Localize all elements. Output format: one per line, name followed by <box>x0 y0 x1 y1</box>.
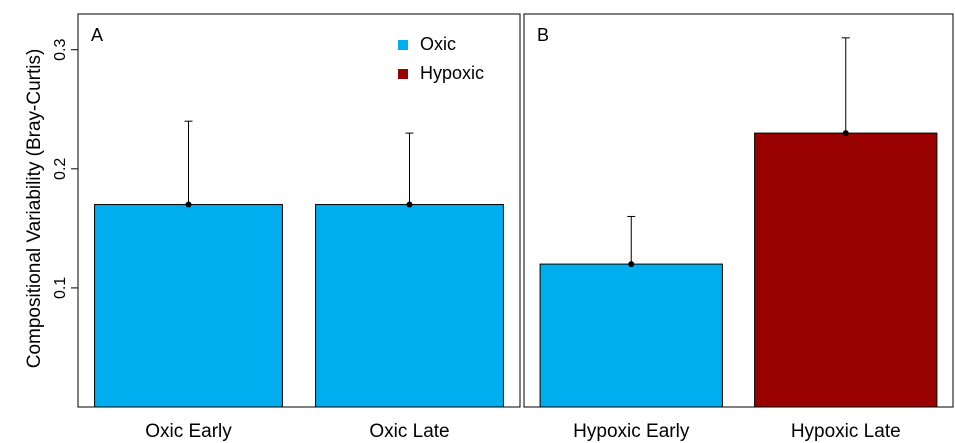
value-dot <box>185 201 192 208</box>
bar <box>754 132 938 408</box>
panel-label: B <box>537 25 549 45</box>
legend-label: Hypoxic <box>420 63 484 83</box>
value-dot <box>842 130 849 137</box>
panel-frame <box>523 13 954 408</box>
x-tick-label: Hypoxic Early <box>573 421 690 442</box>
x-tick-label: Oxic Early <box>145 421 232 442</box>
value-dot <box>628 261 635 268</box>
legend-label: Oxic <box>420 34 456 54</box>
bar <box>94 204 283 408</box>
legend-swatch <box>398 69 408 79</box>
y-tick-label: 0.3 <box>52 39 69 61</box>
panel-label: A <box>91 25 103 45</box>
bar <box>539 263 723 408</box>
y-axis-label: Compositional Variability (Bray-Curtis) <box>24 49 45 369</box>
panel-frame <box>77 13 521 408</box>
x-tick-label: Hypoxic Late <box>791 421 901 442</box>
y-tick-label: 0.2 <box>52 158 69 180</box>
value-dot <box>406 201 413 208</box>
bar <box>315 204 504 408</box>
x-tick-label: Oxic Late <box>369 421 449 442</box>
legend-swatch <box>398 40 408 50</box>
y-tick-label: 0.1 <box>52 277 69 299</box>
